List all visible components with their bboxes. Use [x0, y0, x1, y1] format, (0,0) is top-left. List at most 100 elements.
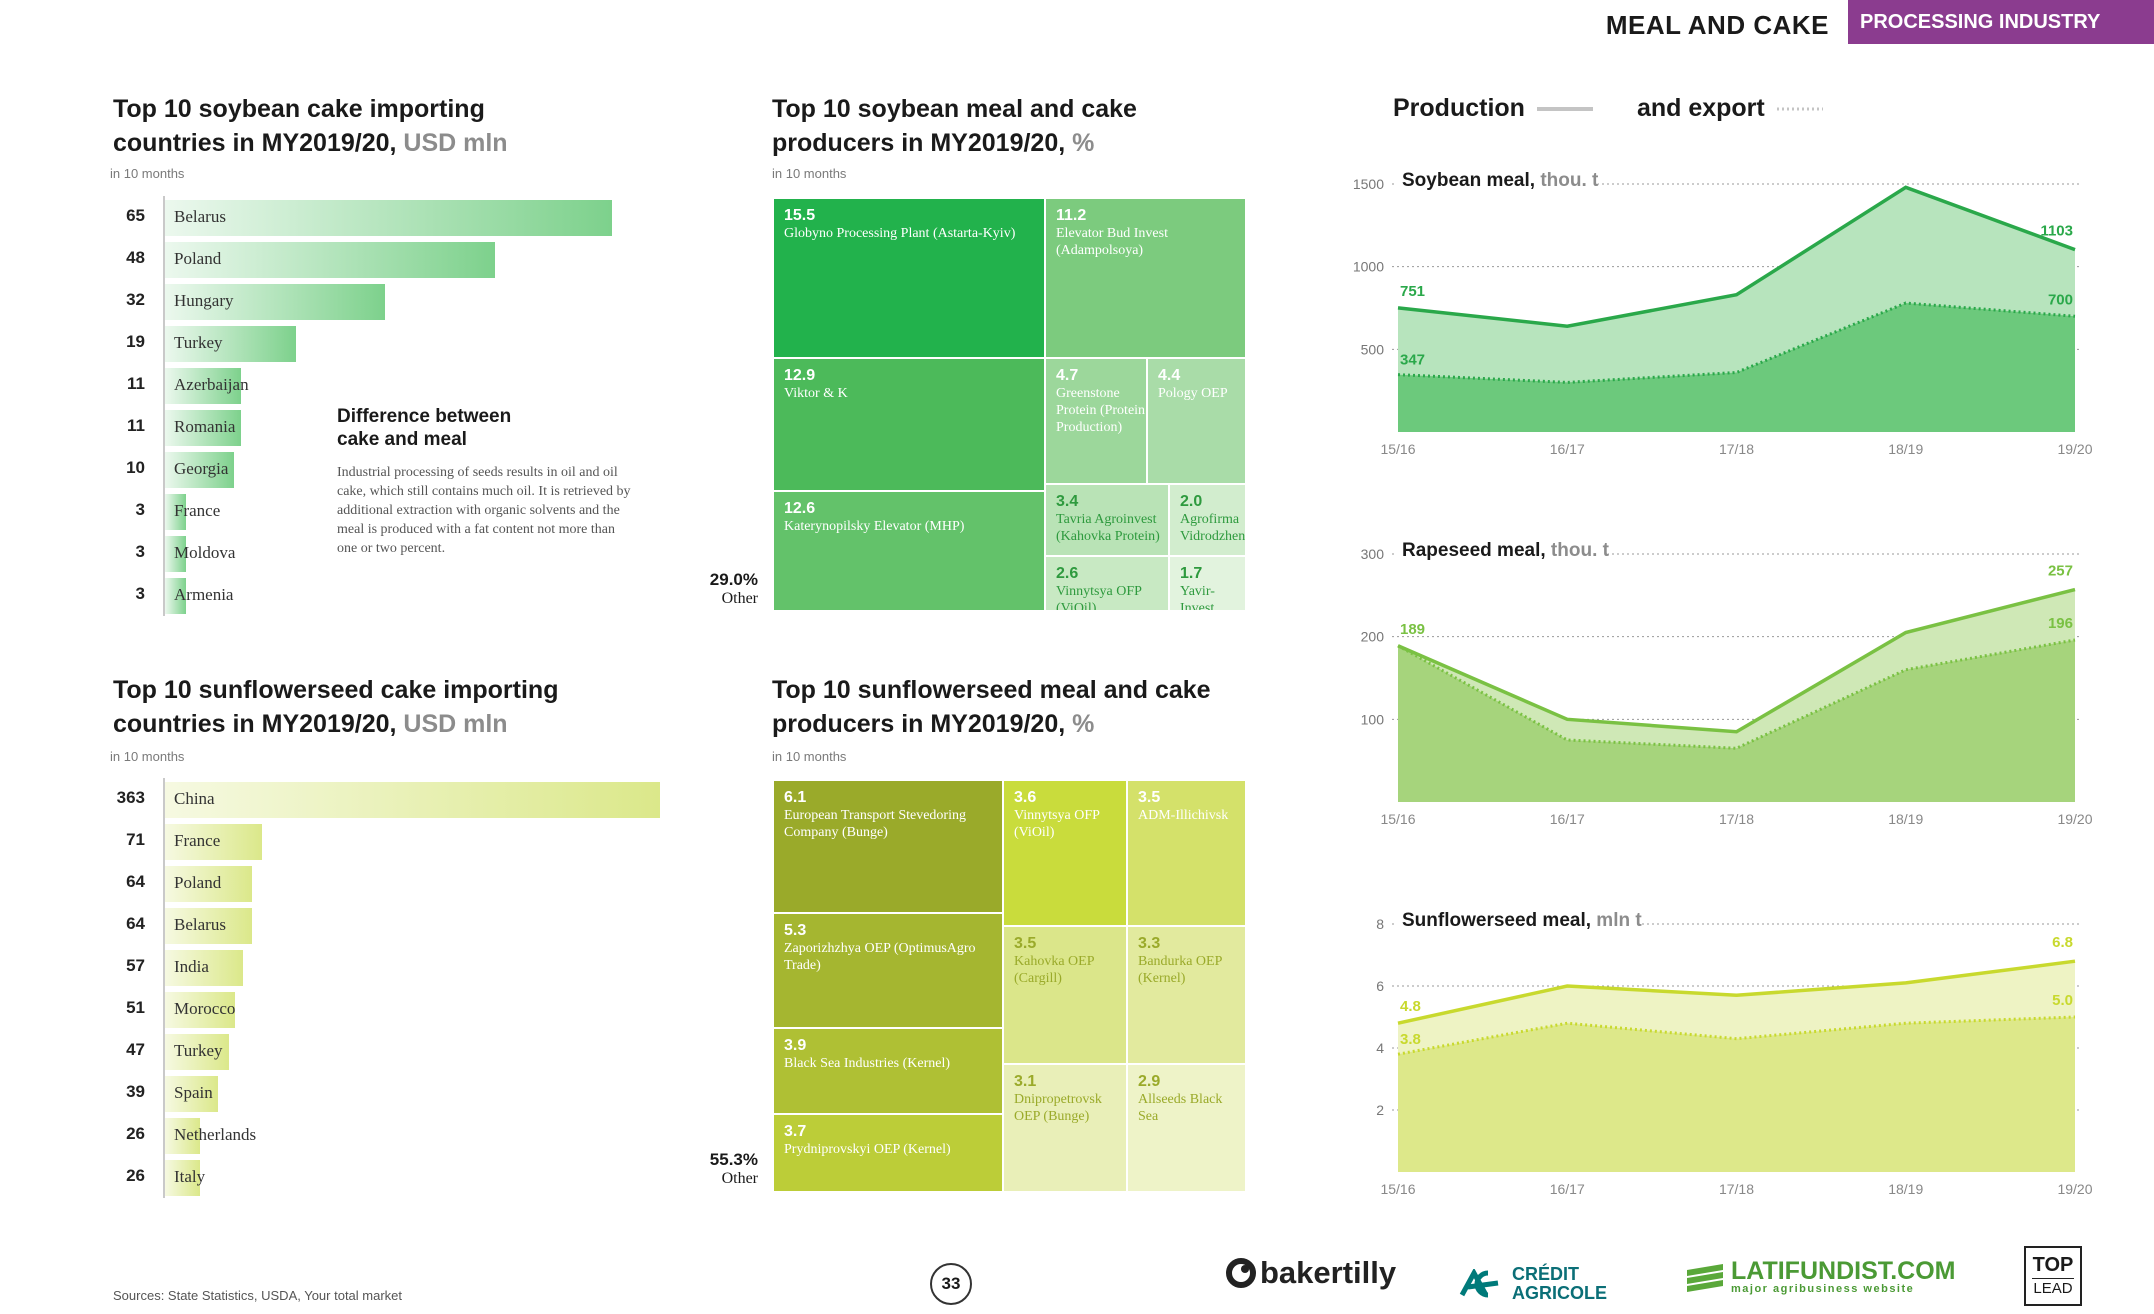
- treemap-cell: 3.4 Tavria Agroinvest (Kahovka Protein): [1045, 484, 1169, 556]
- treemap-value: 3.3: [1138, 935, 1161, 952]
- treemap-label: Agrofirma Vidrodzhennya: [1180, 512, 1246, 544]
- bar-value-label: 51: [126, 998, 145, 1017]
- title-unit: %: [1072, 129, 1095, 157]
- bar-row: 26 Italy: [113, 1156, 673, 1198]
- bar-row: 10 Georgia: [113, 448, 673, 490]
- treemap-cell: 3.9 Black Sea Industries (Kernel): [773, 1028, 1003, 1114]
- latifundist-logo: LATIFUNDIST.COM major agribusiness websi…: [1685, 1259, 1956, 1298]
- sun-cake-bar-chart: 363 China 71 France 64 Poland 64 Belarus 57 India…: [113, 778, 673, 1198]
- bar: [165, 410, 241, 446]
- bar-value-label: 65: [126, 206, 145, 225]
- data-label: 257: [2048, 563, 2073, 580]
- treemap-cell: 3.3 Bandurka OEP (Kernel): [1127, 926, 1246, 1064]
- x-tick-label: 15/16: [1380, 441, 1415, 457]
- chart-title: Sunflowerseed meal, mln t: [1402, 910, 1642, 931]
- bar-category-label: India: [174, 957, 209, 976]
- info-title-line: cake and meal: [337, 429, 467, 450]
- bar: [165, 992, 235, 1028]
- bar-category-label: Azerbaijan: [174, 375, 249, 394]
- export-area: [1398, 1017, 2075, 1172]
- bar: [165, 578, 186, 614]
- chart-title-backing: [1396, 166, 1598, 194]
- soy-treemap-other: 29.0% Other: [678, 570, 758, 608]
- bar-category-label: Belarus: [174, 207, 226, 226]
- bakertilly-icon: [1226, 1258, 1256, 1288]
- toplead-lead: LEAD: [2033, 1280, 2073, 1297]
- bar: [165, 200, 612, 236]
- sun-treemap-note: in 10 months: [772, 749, 847, 764]
- y-tick-label: 2: [1376, 1102, 1384, 1118]
- y-tick-label: 1000: [1353, 259, 1384, 275]
- bar-row: 51 Morocco: [113, 988, 673, 1030]
- production-line: [1397, 587, 2076, 734]
- sunflowerseed-meal-chart: 2 4 6 8 15/16 16/17 17/18 18/19 19/20 4.8 6.8 3.8 5.…: [1376, 906, 2093, 1197]
- bar-row: 11 Romania: [113, 406, 673, 448]
- chart-unit: thou. t: [1551, 540, 1610, 561]
- title-unit: USD mln: [403, 710, 508, 738]
- chart-title-backing: [1396, 906, 1638, 934]
- treemap-value: 2.6: [1056, 565, 1079, 582]
- treemap-label: Tavria Agroinvest (Kahovka Protein): [1056, 512, 1160, 544]
- chart-title: Rapeseed meal, thou. t: [1402, 540, 1610, 561]
- bar: [165, 368, 241, 404]
- page-number: 33: [930, 1263, 972, 1305]
- treemap-label: Viktor & K: [784, 386, 848, 401]
- treemap-cell: 1.7 Yavir-Invest: [1169, 556, 1246, 611]
- data-label: 5.0: [2052, 992, 2073, 1009]
- bar-value-label: 3: [135, 542, 145, 561]
- x-tick-label: 15/16: [1380, 1181, 1415, 1197]
- x-tick-label: 17/18: [1719, 811, 1754, 827]
- treemap-value: 12.9: [784, 367, 816, 384]
- data-label: 196: [2048, 615, 2073, 632]
- data-label: 6.8: [2052, 934, 2073, 951]
- bar-category-label: Romania: [174, 417, 236, 436]
- x-tick-label: 17/18: [1719, 441, 1754, 457]
- other-value: 55.3%: [709, 1150, 758, 1169]
- treemap-label: Prydniprovskyi OEP (Kernel): [784, 1142, 951, 1157]
- chart-title-backing: [1396, 536, 1608, 564]
- bar-category-label: Armenia: [174, 585, 234, 604]
- bar-axis-line: [163, 778, 165, 1198]
- bar-category-label: Spain: [174, 1083, 213, 1102]
- bar-value-label: 19: [126, 332, 145, 351]
- bar-row: 47 Turkey: [113, 1030, 673, 1072]
- treemap-value: 3.5: [1138, 789, 1161, 806]
- bar: [165, 536, 186, 572]
- y-tick-label: 6: [1376, 978, 1384, 994]
- soy-treemap-title: Top 10 soybean meal and cake producers i…: [772, 92, 1137, 160]
- treemap-cell: 3.5 Kahovka OEP (Cargill): [1003, 926, 1127, 1064]
- bar: [165, 866, 253, 902]
- treemap-label: Pology OEP: [1158, 386, 1228, 401]
- y-tick-label: 1500: [1353, 176, 1384, 192]
- x-tick-label: 18/19: [1888, 441, 1923, 457]
- agricole-text: AGRICOLE: [1512, 1283, 1608, 1303]
- title-line: countries in MY2019/20, USD mln: [113, 707, 558, 741]
- soy-treemap-note: in 10 months: [772, 166, 847, 181]
- treemap-label: ADM-Illichivsk: [1138, 808, 1229, 823]
- sources-note: Sources: State Statistics, USDA, Your to…: [113, 1288, 403, 1303]
- chart-title: Soybean meal, thou. t: [1402, 170, 1599, 191]
- y-tick-label: 200: [1361, 629, 1385, 645]
- soy-cake-title: Top 10 soybean cake importing countries …: [113, 92, 508, 160]
- data-label: 347: [1400, 352, 1425, 369]
- export-area: [1398, 303, 2075, 432]
- bar-category-label: China: [174, 789, 215, 808]
- chart-unit: thou. t: [1540, 170, 1599, 191]
- bar-category-label: Belarus: [174, 915, 226, 934]
- bar-category-label: Hungary: [174, 291, 234, 310]
- legend-solid-line: [1536, 106, 1593, 111]
- bar-row: 39 Spain: [113, 1072, 673, 1114]
- bar-value-label: 363: [116, 788, 145, 807]
- treemap-value: 11.2: [1056, 207, 1087, 224]
- treemap-label: Yavir-Invest: [1180, 584, 1215, 611]
- treemap-cell: 12.6 Katerynopilsky Elevator (MHP): [773, 491, 1045, 611]
- sun-treemap: 6.1 European Transport Stevedoring Compan…: [773, 780, 1246, 1192]
- bar-row: 64 Belarus: [113, 904, 673, 946]
- title-line: Top 10 soybean meal and cake: [772, 95, 1137, 123]
- bar-category-label: Moldova: [174, 543, 236, 562]
- title-line: producers in MY2019/20, %: [772, 126, 1137, 160]
- treemap-value: 6.1: [784, 789, 807, 806]
- bar-row: 11 Azerbaijan: [113, 364, 673, 406]
- data-label: 700: [2048, 291, 2073, 308]
- data-label: 3.8: [1400, 1031, 1421, 1048]
